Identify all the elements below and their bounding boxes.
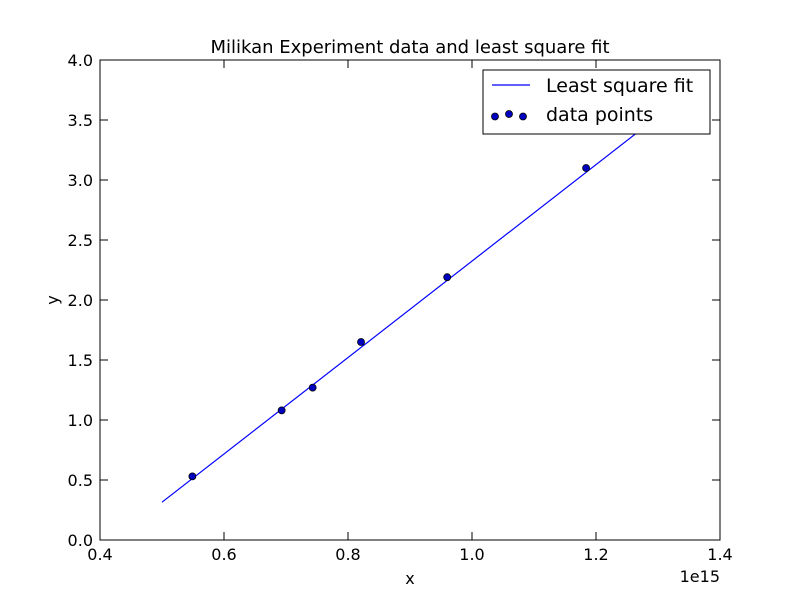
y-tick-label: 3.5 — [68, 111, 93, 130]
plot-area — [99, 59, 721, 541]
x-tick-label: 1.0 — [459, 545, 484, 564]
data-point — [582, 164, 590, 172]
series-layer — [161, 115, 659, 503]
legend-box — [482, 69, 711, 135]
data-point — [308, 383, 317, 392]
x-tick-label: 0.8 — [335, 545, 360, 564]
axis-ticks: 0.4 0.6 0.8 1.0 1.2 1.4 0.0 0.5 1.0 1.5 2.0 2.5 3.0 3… — [68, 51, 733, 564]
fit-line — [161, 115, 659, 503]
legend-point-swatch — [505, 110, 513, 118]
y-tick-label: 1.5 — [68, 351, 93, 370]
y-tick-label: 2.5 — [68, 231, 93, 250]
x-axis-label: x — [405, 569, 414, 588]
y-tick-label: 1.0 — [68, 411, 93, 430]
y-axis-label: y — [43, 295, 62, 304]
y-tick-label: 3.0 — [68, 171, 93, 190]
y-tick-label: 0.5 — [68, 471, 93, 490]
legend: Least square fit data points — [482, 69, 711, 135]
x-tick-label: 1.4 — [707, 545, 732, 564]
legend-label-points: data points — [546, 104, 653, 126]
x-offset-label: 1e15 — [680, 567, 720, 586]
x-tick-label: 0.6 — [211, 545, 236, 564]
legend-label-fit: Least square fit — [546, 75, 693, 97]
data-point — [188, 472, 197, 481]
chart-title: Milikan Experiment data and least square… — [210, 37, 609, 58]
y-tick-label: 2.0 — [68, 291, 93, 310]
x-tick-label: 1.2 — [583, 545, 608, 564]
x-tick-label: 0.4 — [87, 545, 112, 564]
data-point — [357, 338, 365, 346]
legend-point-swatch — [491, 112, 499, 121]
data-point — [277, 406, 286, 415]
data-point — [443, 273, 452, 282]
y-tick-label: 0.0 — [68, 531, 93, 550]
legend-point-swatch — [519, 112, 527, 121]
y-tick-label: 4.0 — [68, 51, 93, 70]
